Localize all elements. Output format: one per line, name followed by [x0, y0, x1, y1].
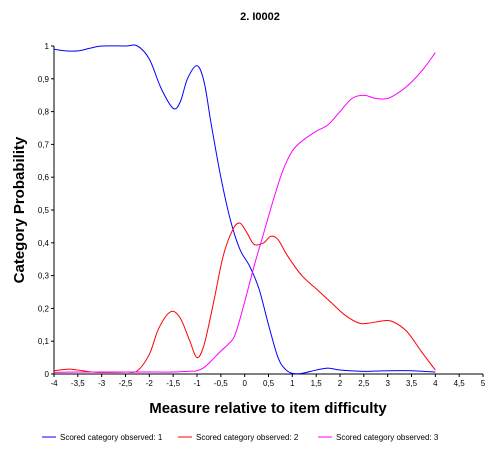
x-tick-label: 2,5	[358, 379, 370, 388]
x-tick-label: -1,5	[166, 379, 180, 388]
y-tick-label: 0,1	[38, 337, 50, 346]
legend: Scored category observed: 1 Scored catego…	[42, 433, 439, 442]
legend-label-3: Scored category observed: 3	[336, 433, 439, 442]
x-tick-label: -2,5	[119, 379, 133, 388]
x-tick-label: 0,5	[263, 379, 275, 388]
x-tick-label: 4,5	[454, 379, 466, 388]
y-axis-label: Category Probability	[11, 136, 28, 283]
x-tick-label: -4	[50, 379, 58, 388]
series-line-1	[53, 44, 436, 375]
x-tick-label: -3	[98, 379, 106, 388]
x-tick-label: -0,5	[214, 379, 228, 388]
x-axis-label: Measure relative to item difficulty	[149, 400, 387, 417]
y-tick-label: 0,3	[38, 272, 50, 281]
x-tick-label: 3,5	[406, 379, 418, 388]
x-tick-label: -1	[193, 379, 201, 388]
axes: -4 -3,5 -3 -2,5 -2 -1,5 -1 -0,5 0 0,5 1 1,5 2 2,5 3 3,5…	[38, 42, 486, 388]
x-tick-label: -3,5	[71, 379, 85, 388]
x-tick-label: 2	[338, 379, 343, 388]
x-tick-label: 3	[385, 379, 390, 388]
x-tick-label: 0	[242, 379, 247, 388]
x-tick-label: 1	[290, 379, 295, 388]
y-tick-label: 0,2	[38, 304, 50, 313]
x-tick-label: 1,5	[311, 379, 323, 388]
y-tick-label: 1	[45, 42, 50, 51]
series-line-2	[53, 222, 436, 373]
series-lines	[53, 44, 436, 375]
x-tick-label: -2	[146, 379, 154, 388]
y-tick-label: 0,5	[38, 206, 50, 215]
y-tick-label: 0,4	[38, 239, 50, 248]
y-tick-label: 0	[45, 370, 50, 379]
x-tick-label: 5	[481, 379, 486, 388]
y-tick-label: 0,7	[38, 140, 50, 149]
legend-label-1: Scored category observed: 1	[60, 433, 163, 442]
y-tick-label: 0,6	[38, 173, 50, 182]
y-tick-label: 0,8	[38, 108, 50, 117]
chart-title: 2. I0002	[240, 11, 280, 23]
series-line-3	[53, 52, 436, 373]
x-tick-label: 4	[433, 379, 438, 388]
y-tick-label: 0,9	[38, 75, 50, 84]
legend-label-2: Scored category observed: 2	[196, 433, 299, 442]
